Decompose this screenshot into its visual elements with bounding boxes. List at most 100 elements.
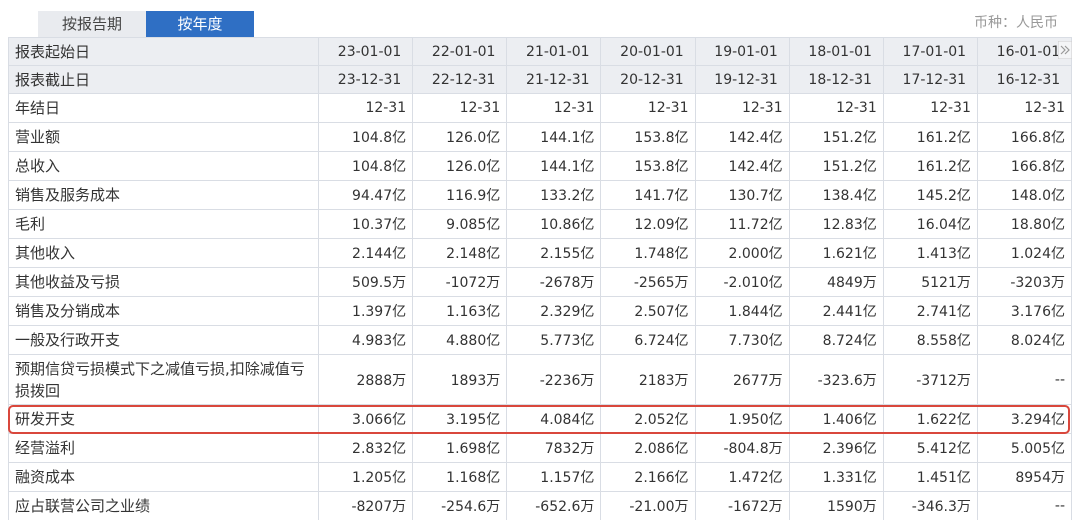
cell: 133.2亿	[506, 180, 602, 210]
cell: -2.010亿	[694, 267, 790, 297]
cell: 151.2亿	[788, 151, 884, 181]
cell: 116.9亿	[412, 180, 508, 210]
cell: 2.441亿	[788, 296, 884, 326]
cell: 1.451亿	[882, 462, 978, 492]
cell: 12-31	[976, 93, 1073, 123]
cell: 7.730亿	[694, 325, 790, 355]
row-label: 一般及行政开支	[8, 325, 319, 355]
cell: 1.622亿	[882, 404, 978, 434]
cell: 6.724亿	[600, 325, 696, 355]
cell: --	[976, 354, 1073, 405]
cell: 21-01-01	[506, 37, 602, 66]
cell: 141.7亿	[600, 180, 696, 210]
cell: 130.7亿	[694, 180, 790, 210]
cell: 1.472亿	[694, 462, 790, 492]
cell: 2.148亿	[412, 238, 508, 268]
cell: -804.8万	[694, 433, 790, 463]
cell: -254.6万	[412, 491, 508, 520]
cell: -346.3万	[882, 491, 978, 520]
currency: 币种：人民币	[974, 15, 1058, 31]
cell: 1.406亿	[788, 404, 884, 434]
cell: 161.2亿	[882, 122, 978, 152]
cell: 20-12-31	[600, 65, 696, 94]
cell: 3.066亿	[317, 404, 414, 434]
cell: 8954万	[976, 462, 1073, 492]
cell: 4.880亿	[412, 325, 508, 355]
cell: 9.085亿	[412, 209, 508, 239]
cell: 7832万	[506, 433, 602, 463]
table-row: 经营溢利 2.832亿 1.698亿 7832万 2.086亿 -804.8万 2.396亿…	[8, 433, 1073, 463]
tab-annual[interactable]: 按年度	[146, 11, 254, 37]
row-label: 销售及分销成本	[8, 296, 319, 326]
financial-table: 报表起始日 23-01-01 22-01-01 21-01-01 20-01-01 19-…	[8, 37, 1073, 520]
table-row: 毛利 10.37亿 9.085亿 10.86亿 12.09亿 11.72亿 12.83亿 16…	[8, 209, 1073, 239]
cell: 1.331亿	[788, 462, 884, 492]
row-label: 总收入	[8, 151, 319, 181]
cell: 138.4亿	[788, 180, 884, 210]
cell: -3203万	[976, 267, 1073, 297]
cell: 1.950亿	[694, 404, 790, 434]
table-row: 总收入 104.8亿 126.0亿 144.1亿 153.8亿 142.4亿 151.2亿 1…	[8, 151, 1073, 181]
cell: 148.0亿	[976, 180, 1073, 210]
table-row: 销售及分销成本 1.397亿 1.163亿 2.329亿 2.507亿 1.844亿 2.4…	[8, 296, 1073, 326]
cell: 3.195亿	[412, 404, 508, 434]
cell: 8.024亿	[976, 325, 1073, 355]
table-row: 报表截止日 23-12-31 22-12-31 21-12-31 20-12-31 19-…	[8, 65, 1073, 94]
cell: 153.8亿	[600, 151, 696, 181]
cell: 19-12-31	[694, 65, 790, 94]
row-label: 应占联营公司之业绩	[8, 491, 319, 520]
cell: 142.4亿	[694, 151, 790, 181]
cell: -2678万	[506, 267, 602, 297]
cell: -652.6万	[506, 491, 602, 520]
cell: 2.832亿	[317, 433, 414, 463]
cell: 2.329亿	[506, 296, 602, 326]
cell: 166.8亿	[976, 151, 1073, 181]
table-row: 营业额 104.8亿 126.0亿 144.1亿 153.8亿 142.4亿 151.2亿 1…	[8, 122, 1073, 152]
cell: 2.741亿	[882, 296, 978, 326]
cell: 3.176亿	[976, 296, 1073, 326]
scroll-right[interactable]	[1058, 41, 1072, 59]
cell: 16.04亿	[882, 209, 978, 239]
cell: 23-12-31	[317, 65, 414, 94]
cell: 16-12-31	[976, 65, 1073, 94]
cell: 12-31	[882, 93, 978, 123]
cell: 94.47亿	[317, 180, 414, 210]
cell: 126.0亿	[412, 122, 508, 152]
cell: 2183万	[600, 354, 696, 405]
cell: 1.205亿	[317, 462, 414, 492]
cell: 1.168亿	[412, 462, 508, 492]
cell: 2.155亿	[506, 238, 602, 268]
cell: 5.773亿	[506, 325, 602, 355]
table-row: 一般及行政开支 4.983亿 4.880亿 5.773亿 6.724亿 7.730亿 8.7…	[8, 325, 1073, 355]
table-row: 报表起始日 23-01-01 22-01-01 21-01-01 20-01-01 19-…	[8, 37, 1073, 66]
row-label: 其他收入	[8, 238, 319, 268]
tab-report-period[interactable]: 按报告期	[38, 11, 146, 37]
cell: 144.1亿	[506, 151, 602, 181]
cell: 4.084亿	[506, 404, 602, 434]
cell: 1.698亿	[412, 433, 508, 463]
cell: 2.144亿	[317, 238, 414, 268]
cell: 2.166亿	[600, 462, 696, 492]
table-row: 其他收入 2.144亿 2.148亿 2.155亿 1.748亿 2.000亿 1.621亿…	[8, 238, 1073, 268]
row-label: 融资成本	[8, 462, 319, 492]
cell: 153.8亿	[600, 122, 696, 152]
row-label: 其他收益及亏损	[8, 267, 319, 297]
cell: 4849万	[788, 267, 884, 297]
cell: 17-01-01	[882, 37, 978, 66]
cell: 1.397亿	[317, 296, 414, 326]
cell: 21-12-31	[506, 65, 602, 94]
cell: 104.8亿	[317, 122, 414, 152]
cell: 5121万	[882, 267, 978, 297]
cell: 17-12-31	[882, 65, 978, 94]
cell: 145.2亿	[882, 180, 978, 210]
cell: 2.086亿	[600, 433, 696, 463]
table-row: 其他收益及亏损 509.5万 -1072万 -2678万 -2565万 -2.010亿 48…	[8, 267, 1073, 297]
cell: 1893万	[412, 354, 508, 405]
row-label: 报表起始日	[8, 37, 319, 66]
row-label: 毛利	[8, 209, 319, 239]
cell: 1.621亿	[788, 238, 884, 268]
cell: 11.72亿	[694, 209, 790, 239]
cell: 2.396亿	[788, 433, 884, 463]
table-row: 年结日 12-31 12-31 12-31 12-31 12-31 12-31 12-31 12…	[8, 93, 1073, 123]
